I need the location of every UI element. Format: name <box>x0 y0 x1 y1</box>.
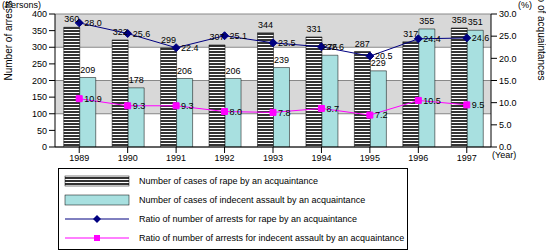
html-text:(Year): (Year) <box>492 150 517 160</box>
svg-text:8.7: 8.7 <box>326 104 339 114</box>
svg-text:344: 344 <box>258 20 273 30</box>
svg-text:28.0: 28.0 <box>84 18 102 28</box>
svg-text:Number of arrests: Number of arrests <box>8 0 14 80</box>
svg-text:7.2: 7.2 <box>375 110 388 120</box>
svg-text:25.1: 25.1 <box>230 31 248 41</box>
svg-text:1990: 1990 <box>118 153 138 163</box>
svg-text:239: 239 <box>274 55 289 65</box>
svg-text:200: 200 <box>32 76 47 86</box>
svg-text:10.5: 10.5 <box>423 96 441 106</box>
svg-text:351: 351 <box>468 17 483 27</box>
svg-text:9.3: 9.3 <box>133 101 146 111</box>
svg-text:287: 287 <box>355 39 370 49</box>
svg-text:299: 299 <box>161 35 176 45</box>
svg-text:10.0: 10.0 <box>499 98 517 108</box>
svg-text:22.6: 22.6 <box>326 42 344 52</box>
svg-text:1993: 1993 <box>263 153 283 163</box>
svg-text:20.5: 20.5 <box>375 51 393 61</box>
svg-text:358: 358 <box>452 15 467 25</box>
svg-text:1992: 1992 <box>215 153 235 163</box>
html-text:Ratio of number of arrests for: Ratio of number of arrests for indecent … <box>139 232 405 243</box>
svg-text:Ratio of acquaintances: Ratio of acquaintances <box>536 0 538 81</box>
svg-text:1991: 1991 <box>166 153 186 163</box>
svg-text:20.0: 20.0 <box>499 54 517 64</box>
svg-text:10.9: 10.9 <box>84 94 102 104</box>
svg-text:25.0: 25.0 <box>499 31 517 41</box>
svg-text:5.0: 5.0 <box>499 120 512 130</box>
svg-text:209: 209 <box>80 65 95 75</box>
svg-text:350: 350 <box>32 26 47 36</box>
svg-text:22.4: 22.4 <box>181 43 199 53</box>
svg-text:400: 400 <box>32 9 47 19</box>
svg-text:360: 360 <box>64 14 79 24</box>
svg-text:178: 178 <box>129 75 144 85</box>
svg-text:1996: 1996 <box>408 153 428 163</box>
svg-text:23.5: 23.5 <box>278 38 296 48</box>
svg-text:317: 317 <box>403 29 418 39</box>
svg-text:1989: 1989 <box>69 153 89 163</box>
svg-text:250: 250 <box>32 59 47 69</box>
svg-text:300: 300 <box>32 42 47 52</box>
svg-text:30.0: 30.0 <box>499 9 517 19</box>
svg-text:24.6: 24.6 <box>472 33 490 43</box>
svg-text:229: 229 <box>370 57 386 68</box>
html-text:(Persons): (Persons) <box>2 0 41 10</box>
html-text:Number of cases of indecent as: Number of cases of indecent assault by a… <box>139 194 366 205</box>
svg-text:307: 307 <box>210 32 225 42</box>
svg-text:9.5: 9.5 <box>472 100 485 110</box>
html-text:Ratio of number of arrests for: Ratio of number of arrests for rape by a… <box>139 213 358 224</box>
svg-text:8.0: 8.0 <box>230 107 243 117</box>
svg-text:1995: 1995 <box>360 153 380 163</box>
svg-text:150: 150 <box>32 92 47 102</box>
svg-text:1997: 1997 <box>457 153 477 163</box>
svg-text:206: 206 <box>226 66 241 76</box>
svg-text:24.4: 24.4 <box>423 34 441 44</box>
html-text:Number of cases of rape by an: Number of cases of rape by an acquaintan… <box>139 175 319 186</box>
svg-text:7.8: 7.8 <box>278 108 291 118</box>
svg-text:0.0: 0.0 <box>499 142 512 152</box>
svg-text:331: 331 <box>306 24 321 34</box>
svg-text:206: 206 <box>177 66 192 76</box>
svg-text:355: 355 <box>419 16 434 26</box>
svg-text:1994: 1994 <box>311 153 331 163</box>
svg-text:0: 0 <box>42 142 47 152</box>
svg-text:25.6: 25.6 <box>133 29 151 39</box>
svg-text:50: 50 <box>37 126 47 136</box>
svg-text:15.0: 15.0 <box>499 76 517 86</box>
svg-text:322: 322 <box>113 27 128 37</box>
svg-text:100: 100 <box>32 109 47 119</box>
svg-text:9.3: 9.3 <box>181 101 194 111</box>
